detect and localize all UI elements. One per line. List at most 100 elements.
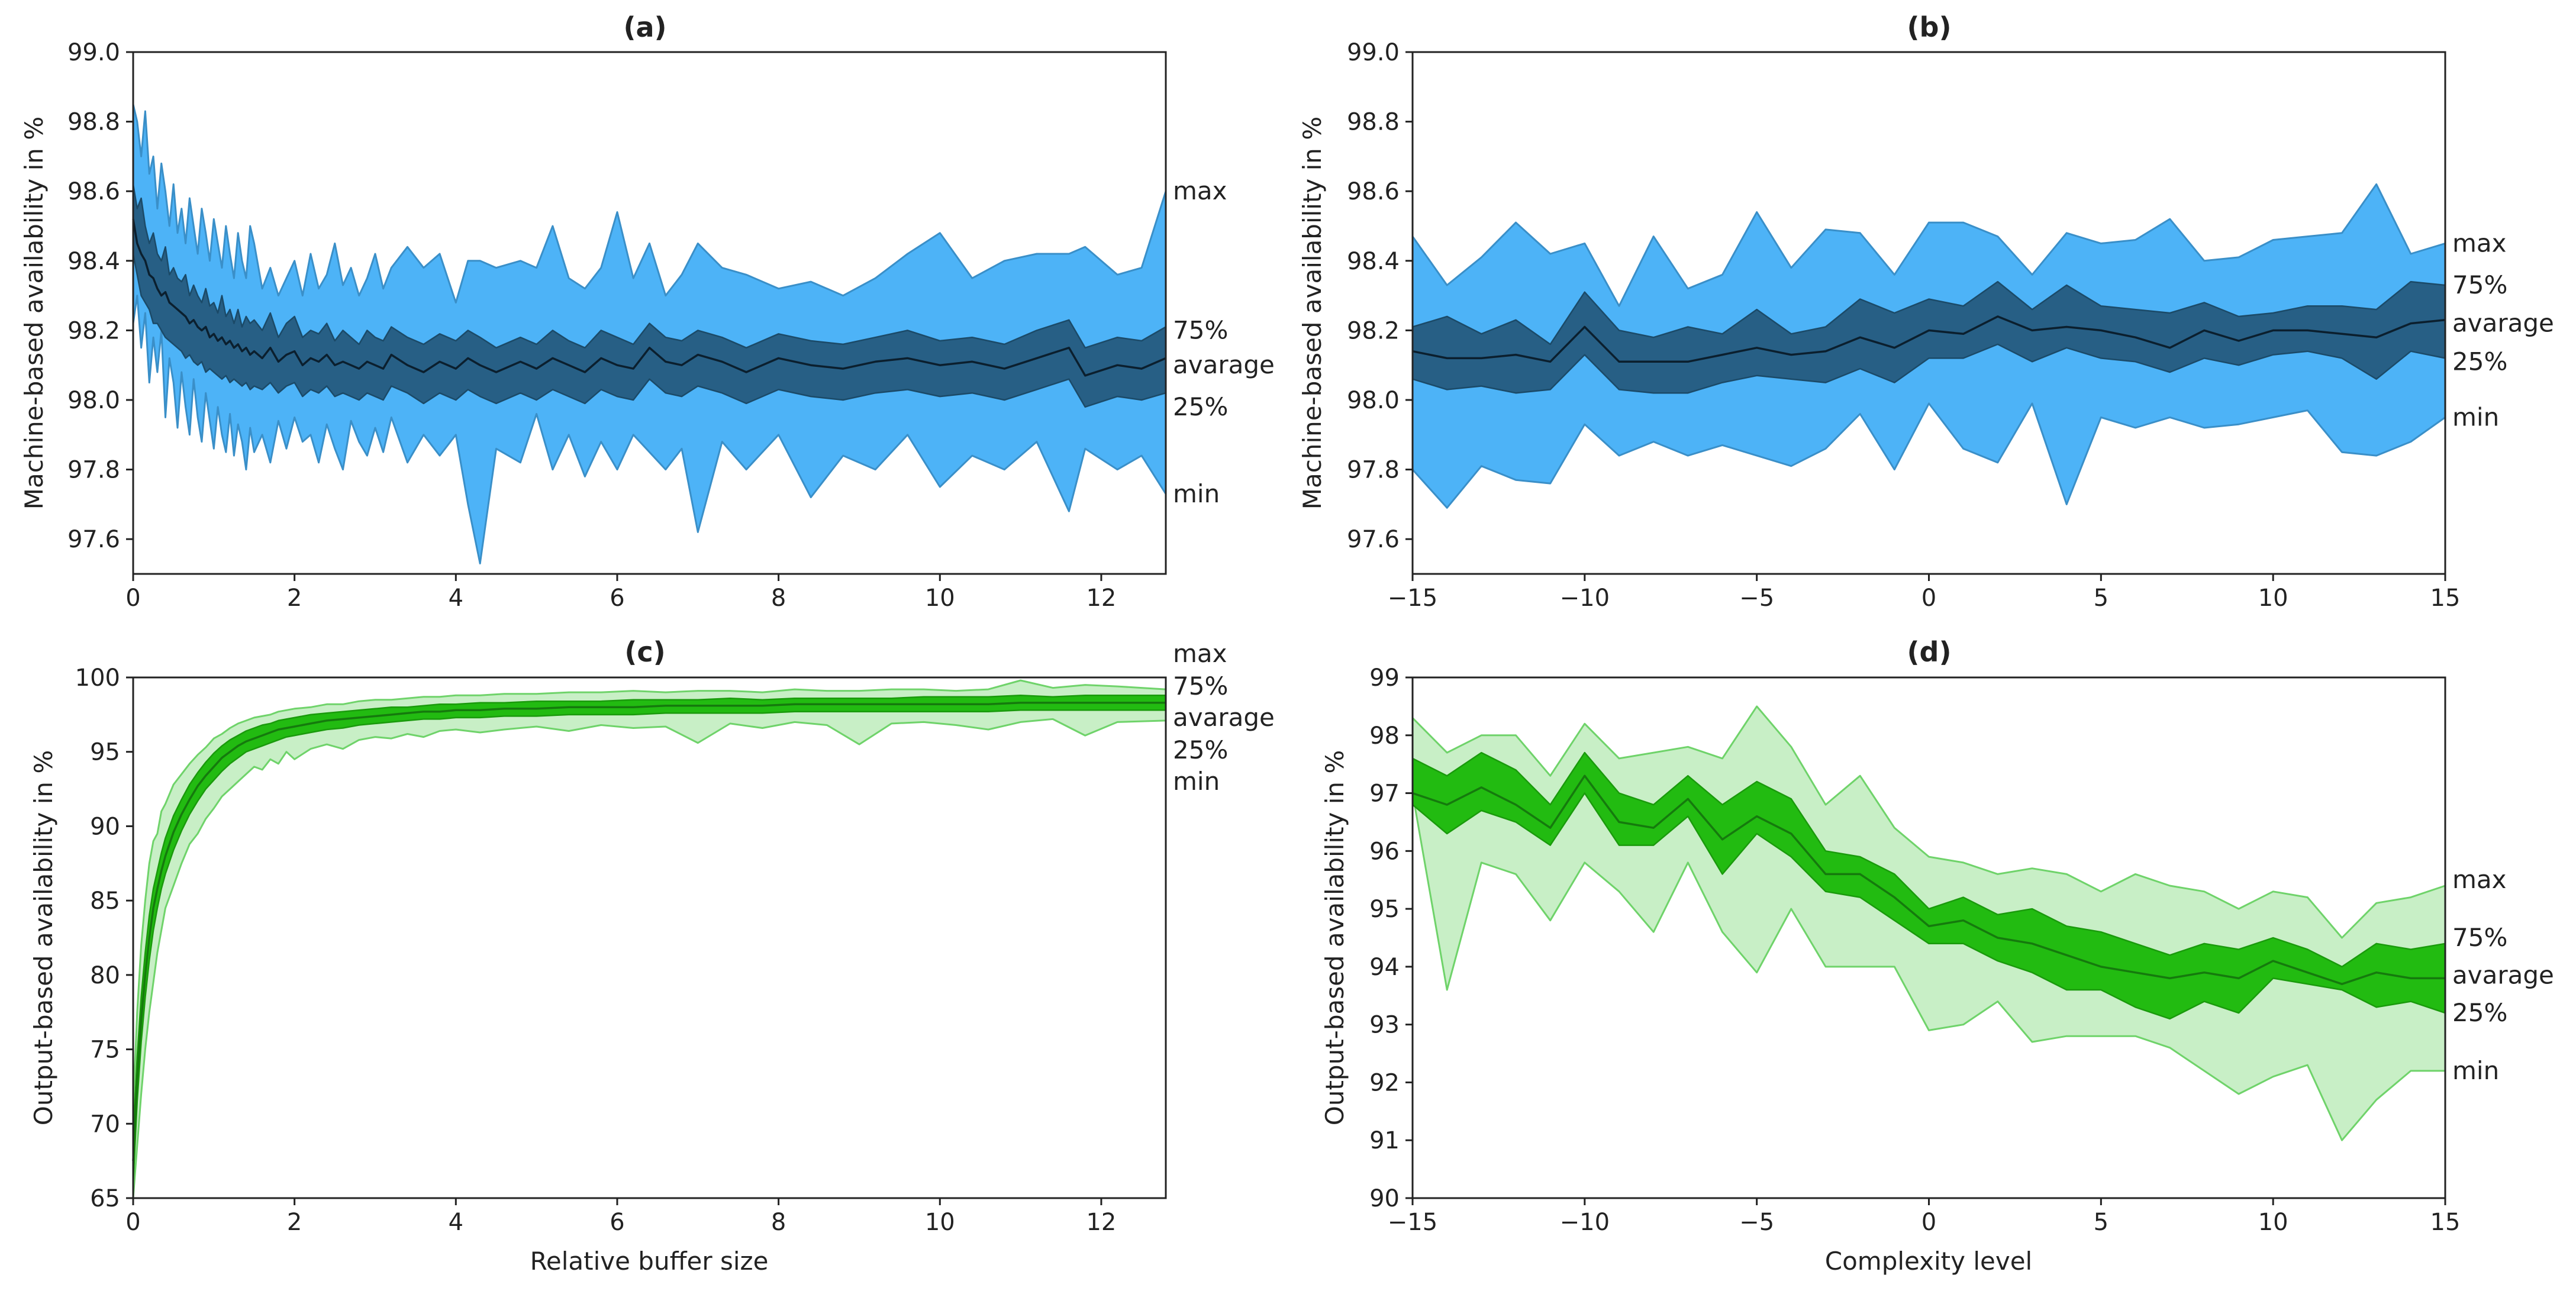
panel-a-xtick-label: 12 <box>1086 585 1116 612</box>
panel-c-xtick-label: 2 <box>287 1209 302 1236</box>
panel-b-ytick-label: 97.6 <box>1347 526 1400 553</box>
panel-d-band-label: 75% <box>2452 923 2507 952</box>
panel-c-ytick-label: 75 <box>90 1037 120 1064</box>
panel-c-band-label: 75% <box>1173 672 1228 701</box>
panel-a-ytick-label: 98.8 <box>67 109 120 136</box>
panel-b-band-label: 25% <box>2452 347 2507 376</box>
panel-b-xtick-label: −5 <box>1739 585 1774 612</box>
panel-a-frame <box>132 51 1167 575</box>
panel-b-xtick-label: 15 <box>2430 585 2461 612</box>
panel-d-xlabel: Complexity level <box>1825 1247 2032 1276</box>
panel-d-ytick-label: 90 <box>1369 1185 1400 1212</box>
panel-b-band-label: 75% <box>2452 270 2507 299</box>
panel-d-xtick-label: −15 <box>1388 1209 1437 1236</box>
panel-a-band-label: avarage <box>1173 350 1275 379</box>
panel-d-band-label: avarage <box>2452 961 2554 990</box>
panel-c-band-labels: max 75%avarage 25% min <box>1173 639 1275 796</box>
panel-d-xtick-label: −10 <box>1560 1209 1610 1236</box>
panel-d-band-label: max <box>2452 865 2507 894</box>
panel-c: (c) 0 2 4 6 8 10 12 65 70 75 80 85 90 95 100 Relative… <box>29 636 1275 1276</box>
panel-c-ytick-label: 95 <box>90 739 120 766</box>
panel-b-xtick-label: 5 <box>2094 585 2108 612</box>
panel-c-frame <box>132 676 1167 1199</box>
panel-a-xtick-label: 2 <box>287 585 302 612</box>
panel-d-xtick-label: 15 <box>2430 1209 2461 1236</box>
panel-d-xtick-label: 0 <box>1921 1209 1936 1236</box>
panel-c-yticks: 65 70 75 80 85 90 95 100 <box>75 664 133 1212</box>
panel-d-ytick-label: 93 <box>1369 1012 1400 1039</box>
panel-d-ytick-label: 91 <box>1369 1127 1400 1154</box>
panel-b-ytick-label: 98.2 <box>1347 317 1400 344</box>
panel-b-title: (b) <box>1907 11 1952 43</box>
panel-b-bands <box>1411 183 2446 509</box>
panel-a-ytick-label: 97.6 <box>67 526 120 553</box>
panel-b-xtick-label: −10 <box>1560 585 1610 612</box>
panel-d: (d) −15 −10 −5 0 5 10 15 90919293949596979899 … <box>1320 636 2554 1276</box>
panel-d-ytick-label: 94 <box>1369 954 1400 981</box>
panel-b-ylabel: Machine-based availability in % <box>1298 117 1327 509</box>
panel-c-ytick-label: 90 <box>90 813 120 840</box>
panel-c-xtick-label: 12 <box>1086 1209 1116 1236</box>
panel-b-ytick-label: 99.0 <box>1347 39 1400 66</box>
panel-b-band-label: avarage <box>2452 309 2554 338</box>
panel-a: (a) 0 2 4 6 8 10 12 97.6 97.8 98.0 98.2 98.4 98.6 98… <box>20 11 1275 612</box>
panel-a-band-label: max <box>1173 176 1227 205</box>
panel-a-ytick-label: 98.0 <box>67 387 120 414</box>
panel-c-ytick-label: 100 <box>75 664 120 692</box>
panel-c-xticks: 0 2 4 6 8 10 12 <box>125 1198 1116 1236</box>
panel-a-band-label: 75% <box>1173 315 1228 344</box>
panel-d-yticks: 90 91 92 93 94 95 96 97 98 99 <box>1369 664 1413 1212</box>
panel-a-band-labels: max 75% avarage 25% min <box>1173 176 1275 508</box>
panel-a-title: (a) <box>623 11 666 43</box>
panel-d-ytick-label: 99 <box>1369 664 1400 692</box>
panel-a-xtick-label: 10 <box>925 585 955 612</box>
panel-a-ytick-label: 98.4 <box>67 248 120 275</box>
panel-a-xtick-label: 8 <box>771 585 786 612</box>
panel-a-ytick-label: 99.0 <box>67 39 120 66</box>
panel-b-xticks: −15 −10 −5 0 5 10 15 <box>1388 574 2461 612</box>
panel-c-title: (c) <box>624 636 665 668</box>
panel-a-band-label: 25% <box>1173 392 1228 421</box>
panel-a-xtick-label: 4 <box>449 585 463 612</box>
panel-c-xtick-label: 0 <box>125 1209 140 1236</box>
panel-a-xtick-label: 6 <box>610 585 624 612</box>
panel-c-band-label: 25% <box>1173 735 1228 764</box>
panel-d-xtick-label: 5 <box>2094 1209 2108 1236</box>
panel-d-ytick-label: 92 <box>1369 1069 1400 1096</box>
panel-b-average-line <box>1412 315 2446 363</box>
panel-b-band-label: max <box>2452 228 2507 257</box>
panel-a-xtick-label: 0 <box>125 585 140 612</box>
panel-c-xtick-label: 8 <box>771 1209 786 1236</box>
panel-c-ytick-label: 70 <box>90 1111 120 1138</box>
panel-c-xtick-label: 4 <box>449 1209 463 1236</box>
panel-d-ytick-label: 95 <box>1369 896 1400 923</box>
panel-c-band-label: max <box>1173 639 1227 668</box>
panel-d-average-line <box>1412 774 2445 985</box>
panel-a-band-label: min <box>1173 479 1220 508</box>
panel-b-ytick-label: 98.4 <box>1347 248 1400 275</box>
panel-d-ytick-label: 96 <box>1369 838 1400 865</box>
panel-c-xtick-label: 10 <box>925 1209 955 1236</box>
panel-a-ytick-label: 98.2 <box>67 317 120 344</box>
panel-b-yticks: 97.6 97.8 98.0 98.2 98.4 98.6 98.8 99.0 <box>1347 39 1413 553</box>
panel-d-band-labels: max 75% avarage 25% min <box>2452 865 2554 1085</box>
panel-a-xticks: 0 2 4 6 8 10 12 <box>125 574 1116 612</box>
panel-b: (b) −15 −10 −5 0 5 10 15 97.697.898.098.298.49… <box>1298 11 2554 612</box>
panel-b-ytick-label: 97.8 <box>1347 457 1400 484</box>
panel-c-ytick-label: 80 <box>90 962 120 989</box>
panel-d-xtick-label: 10 <box>2258 1209 2288 1236</box>
panel-c-ylabel: Output-based availability in % <box>29 750 58 1125</box>
panel-b-ytick-label: 98.6 <box>1347 178 1400 205</box>
panel-c-average-line <box>132 701 1166 1161</box>
panel-a-ytick-label: 98.6 <box>67 178 120 205</box>
panel-b-ytick-label: 98.0 <box>1347 387 1400 414</box>
panel-b-xtick-label: 0 <box>1921 585 1936 612</box>
panel-a-ylabel: Machine-based availability in % <box>20 117 49 509</box>
panel-a-average-line <box>132 218 1166 377</box>
panel-b-ytick-label: 98.8 <box>1347 109 1400 136</box>
panel-a-yticks: 97.6 97.8 98.0 98.2 98.4 98.6 98.8 99.0 <box>67 39 133 553</box>
panel-b-xtick-label: −15 <box>1388 585 1437 612</box>
panel-d-band-label: 25% <box>2452 998 2507 1027</box>
panel-c-ytick-label: 65 <box>90 1185 120 1212</box>
